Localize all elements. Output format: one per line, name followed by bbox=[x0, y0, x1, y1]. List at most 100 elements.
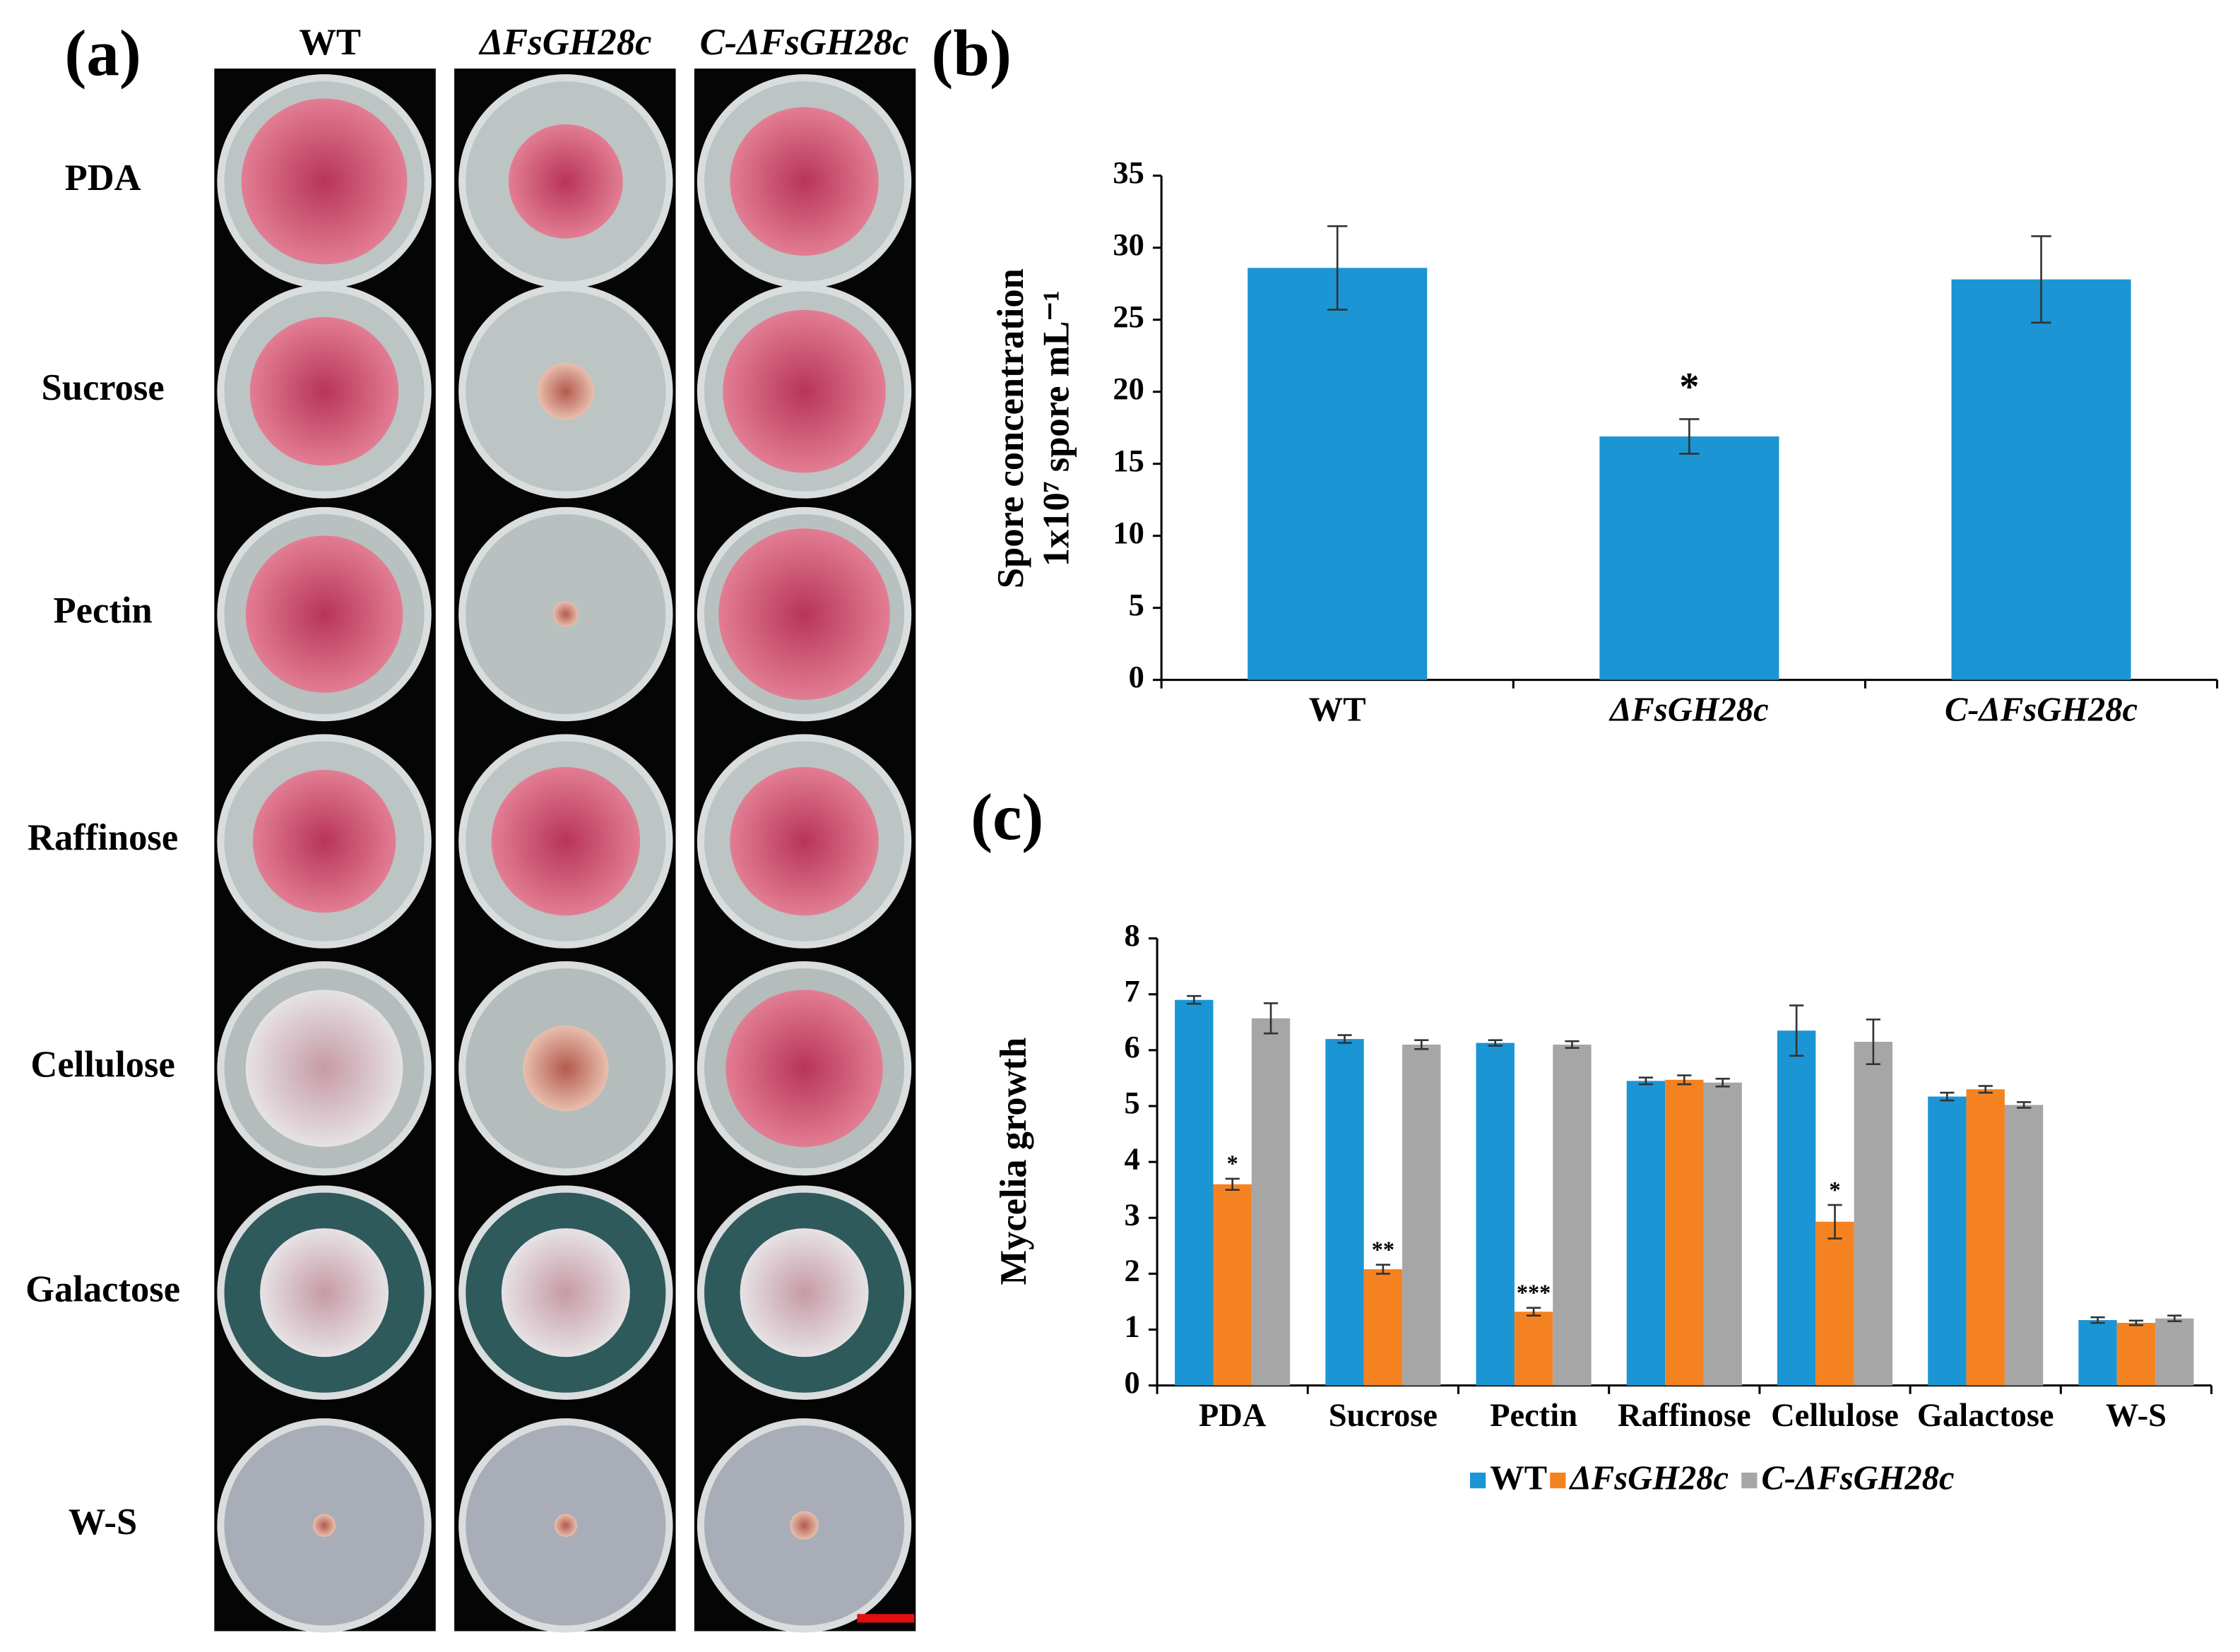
x-tick-label: W-S bbox=[2106, 1398, 2167, 1434]
colony bbox=[730, 107, 879, 256]
x-tick-label: Raffinose bbox=[1618, 1398, 1751, 1434]
x-tick-label: ΔFsGH28c bbox=[1608, 691, 1768, 728]
bar bbox=[1928, 1096, 1967, 1386]
legend-swatch bbox=[1741, 1472, 1758, 1489]
error-bar bbox=[1827, 1204, 1842, 1240]
panel-label: (c) bbox=[971, 781, 1043, 854]
bar bbox=[1777, 1030, 1816, 1386]
y-tick-label: 1 bbox=[1125, 1309, 1140, 1344]
x-tick-label: Cellulose bbox=[1771, 1398, 1899, 1434]
y-tick-label: 0 bbox=[1125, 1365, 1140, 1400]
bar bbox=[1599, 436, 1779, 680]
row-label: PDA bbox=[65, 158, 141, 198]
colony bbox=[718, 528, 890, 700]
y-axis-label: Spore concentration bbox=[990, 268, 1031, 588]
row-label: Raffinose bbox=[28, 817, 178, 858]
colony bbox=[241, 98, 408, 265]
colony bbox=[501, 1228, 630, 1357]
error-bar bbox=[1187, 994, 1202, 1005]
bar bbox=[1402, 1044, 1441, 1386]
y-axis-label: 1x10⁷ spore mL⁻¹ bbox=[1036, 290, 1077, 566]
y-tick-label: 35 bbox=[1113, 155, 1144, 190]
colony bbox=[245, 990, 403, 1147]
y-tick-label: 30 bbox=[1113, 227, 1144, 262]
bar bbox=[1966, 1089, 2005, 1386]
bar bbox=[1951, 279, 2131, 680]
y-tick-label: 15 bbox=[1113, 443, 1144, 478]
significance-label: * bbox=[1227, 1151, 1238, 1176]
error-bar bbox=[1677, 1074, 1692, 1086]
column-label: ΔFsGH28c bbox=[478, 22, 651, 63]
colony bbox=[245, 535, 403, 693]
bar bbox=[2078, 1320, 2117, 1386]
error-bar bbox=[1488, 1039, 1503, 1047]
bar bbox=[1476, 1042, 1515, 1386]
y-tick-label: 10 bbox=[1113, 515, 1144, 550]
bar bbox=[1175, 999, 1214, 1386]
error-bar bbox=[1526, 1307, 1541, 1317]
colony bbox=[740, 1228, 869, 1357]
error-bar bbox=[2016, 1101, 2032, 1109]
colony bbox=[723, 309, 886, 473]
row-label: W-S bbox=[69, 1502, 137, 1543]
error-bar bbox=[1940, 1091, 1955, 1102]
scale-bar bbox=[857, 1614, 915, 1623]
colony bbox=[508, 124, 623, 239]
error-bar bbox=[1263, 1002, 1279, 1035]
error-bar bbox=[1327, 225, 1348, 311]
colony bbox=[249, 316, 399, 466]
y-tick-label: 25 bbox=[1113, 299, 1144, 334]
bar bbox=[2155, 1318, 2194, 1386]
x-tick-label: Pectin bbox=[1490, 1398, 1577, 1434]
bar bbox=[1854, 1042, 1893, 1386]
bar bbox=[2116, 1323, 2156, 1386]
colony bbox=[554, 1514, 578, 1538]
y-tick-label: 5 bbox=[1125, 1085, 1140, 1120]
row-label: Galactose bbox=[25, 1268, 180, 1309]
y-tick-label: 2 bbox=[1125, 1253, 1140, 1288]
error-bar bbox=[1565, 1040, 1580, 1050]
colony bbox=[537, 362, 595, 420]
colony bbox=[523, 1026, 609, 1112]
legend-label: C-ΔFsGH28c bbox=[1762, 1459, 1955, 1497]
x-tick-label: C-ΔFsGH28c bbox=[1945, 691, 2138, 728]
error-bar bbox=[2031, 235, 2051, 324]
y-tick-label: 20 bbox=[1113, 371, 1144, 406]
y-axis-label: Mycelia growth bbox=[993, 1038, 1034, 1285]
bar bbox=[1248, 268, 1428, 680]
y-tick-label: 6 bbox=[1125, 1029, 1140, 1064]
significance-label: * bbox=[1679, 365, 1699, 409]
colony bbox=[252, 770, 396, 913]
significance-label: ** bbox=[1372, 1237, 1394, 1262]
error-bar bbox=[1375, 1264, 1391, 1275]
legend-swatch bbox=[1469, 1472, 1486, 1489]
bar bbox=[1325, 1039, 1364, 1386]
bar bbox=[2004, 1105, 2044, 1386]
y-tick-label: 5 bbox=[1129, 587, 1144, 622]
bar bbox=[1703, 1082, 1742, 1386]
bar bbox=[1213, 1184, 1252, 1386]
panel-label: (a) bbox=[64, 17, 141, 90]
row-label: Pectin bbox=[54, 590, 153, 631]
legend-label: WT bbox=[1490, 1459, 1547, 1497]
error-bar bbox=[1337, 1034, 1352, 1044]
error-bar bbox=[1715, 1077, 1730, 1088]
error-bar bbox=[1225, 1177, 1240, 1192]
error-bar bbox=[1789, 1004, 1804, 1057]
column-label: WT bbox=[299, 22, 361, 63]
x-tick-label: WT bbox=[1309, 691, 1366, 728]
colony bbox=[491, 766, 641, 916]
row-label: Cellulose bbox=[30, 1045, 174, 1086]
bar bbox=[1514, 1312, 1553, 1386]
bar bbox=[1626, 1081, 1666, 1386]
colony bbox=[790, 1511, 819, 1540]
error-bar bbox=[1414, 1039, 1429, 1050]
significance-label: * bbox=[1829, 1177, 1840, 1202]
y-tick-label: 3 bbox=[1125, 1196, 1140, 1232]
legend-label: ΔFsGH28c bbox=[1569, 1459, 1729, 1497]
y-tick-label: 0 bbox=[1129, 659, 1144, 694]
error-bar bbox=[2090, 1316, 2105, 1324]
colony bbox=[730, 766, 879, 916]
